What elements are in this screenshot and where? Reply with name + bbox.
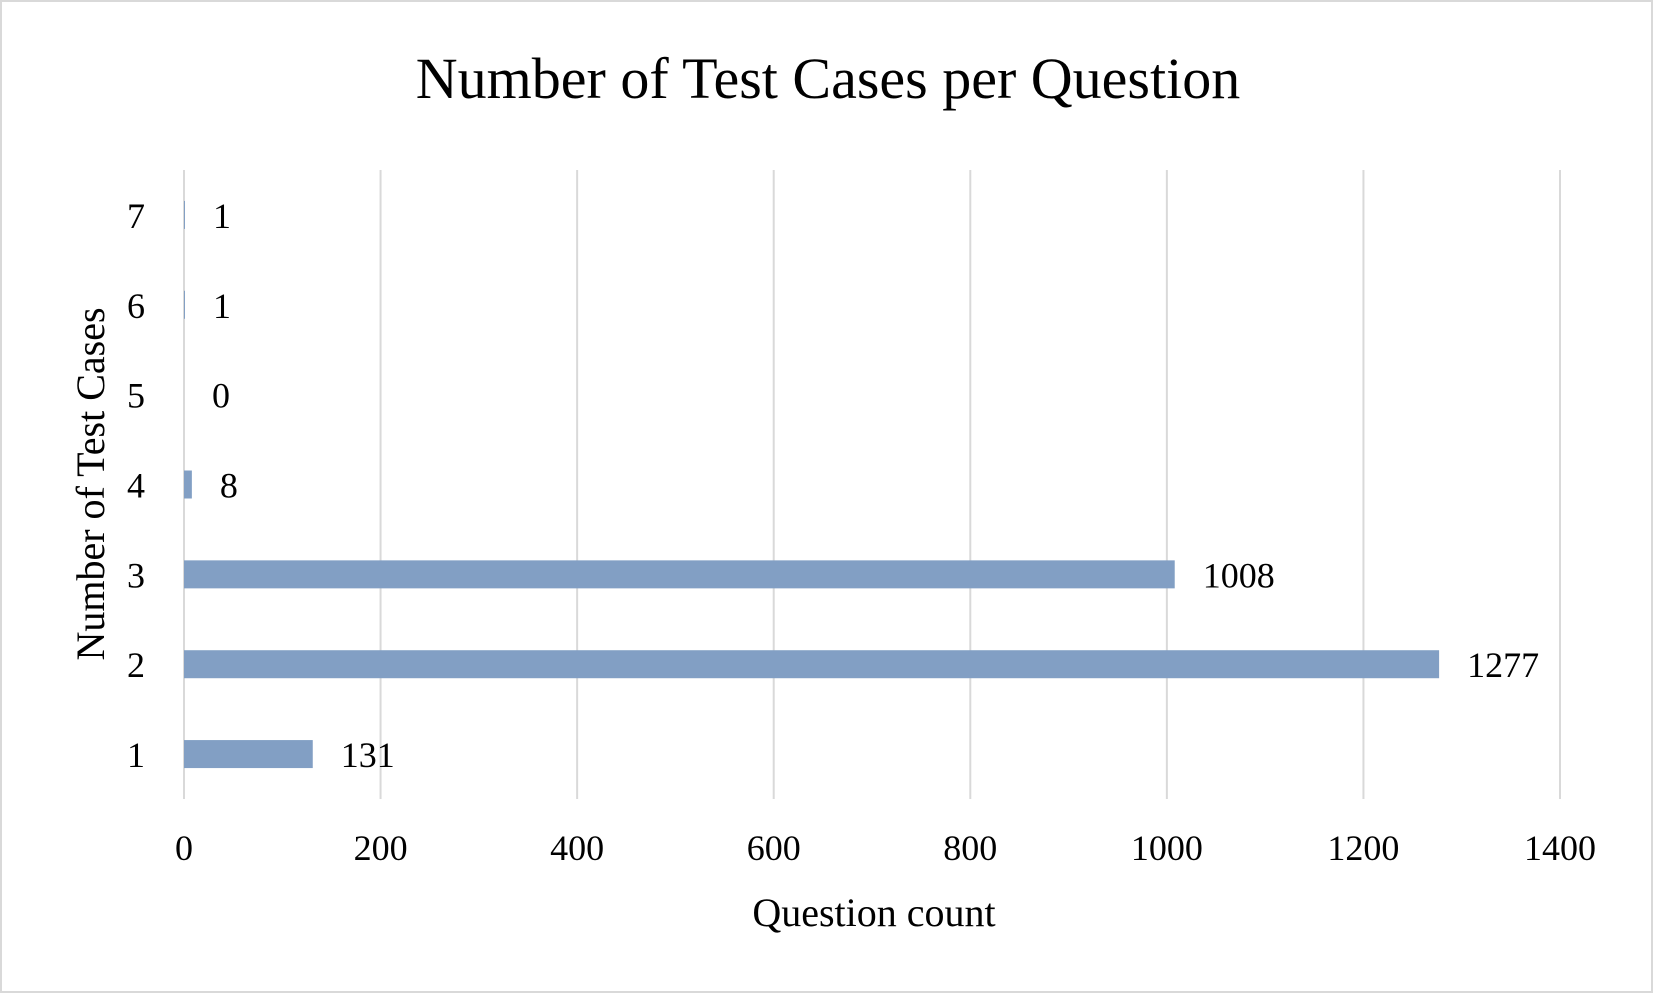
x-tick-labels: 0 200 400 600 800 1000 1200 1400 xyxy=(175,828,1596,868)
data-label: 1 xyxy=(213,196,231,236)
x-tick-label: 1400 xyxy=(1524,828,1596,868)
data-label: 1008 xyxy=(1203,555,1275,595)
x-tick-label: 1200 xyxy=(1327,828,1399,868)
y-tick-label: 2 xyxy=(127,645,145,685)
x-tick-label: 400 xyxy=(550,828,604,868)
chart-title: Number of Test Cases per Question xyxy=(416,46,1240,111)
data-labels: 131 1277 1008 8 0 1 1 xyxy=(212,196,1539,775)
data-label: 8 xyxy=(220,466,238,506)
bar xyxy=(184,650,1440,679)
bar xyxy=(184,200,185,229)
x-tick-label: 200 xyxy=(354,828,408,868)
x-tick-label: 800 xyxy=(943,828,997,868)
y-axis-title: Number of Test Cases xyxy=(68,307,113,660)
bar xyxy=(184,560,1175,589)
bar xyxy=(184,290,185,319)
data-label: 131 xyxy=(341,735,395,775)
y-tick-label: 1 xyxy=(127,735,145,775)
gridlines xyxy=(183,170,1561,799)
y-tick-labels: 1 2 3 4 5 6 7 xyxy=(127,196,145,775)
data-label: 1277 xyxy=(1467,645,1539,685)
y-tick-label: 3 xyxy=(127,555,145,595)
x-tick-label: 0 xyxy=(175,828,193,868)
y-tick-label: 4 xyxy=(127,466,145,506)
x-tick-label: 600 xyxy=(747,828,801,868)
x-tick-label: 1000 xyxy=(1131,828,1203,868)
data-label: 0 xyxy=(212,376,230,416)
y-tick-label: 7 xyxy=(127,196,145,236)
data-label: 1 xyxy=(213,286,231,326)
bar xyxy=(184,740,313,769)
y-tick-label: 6 xyxy=(127,286,145,326)
bars xyxy=(184,200,1440,769)
bar xyxy=(184,470,192,499)
y-tick-label: 5 xyxy=(127,376,145,416)
x-axis-title: Question count xyxy=(752,890,995,935)
